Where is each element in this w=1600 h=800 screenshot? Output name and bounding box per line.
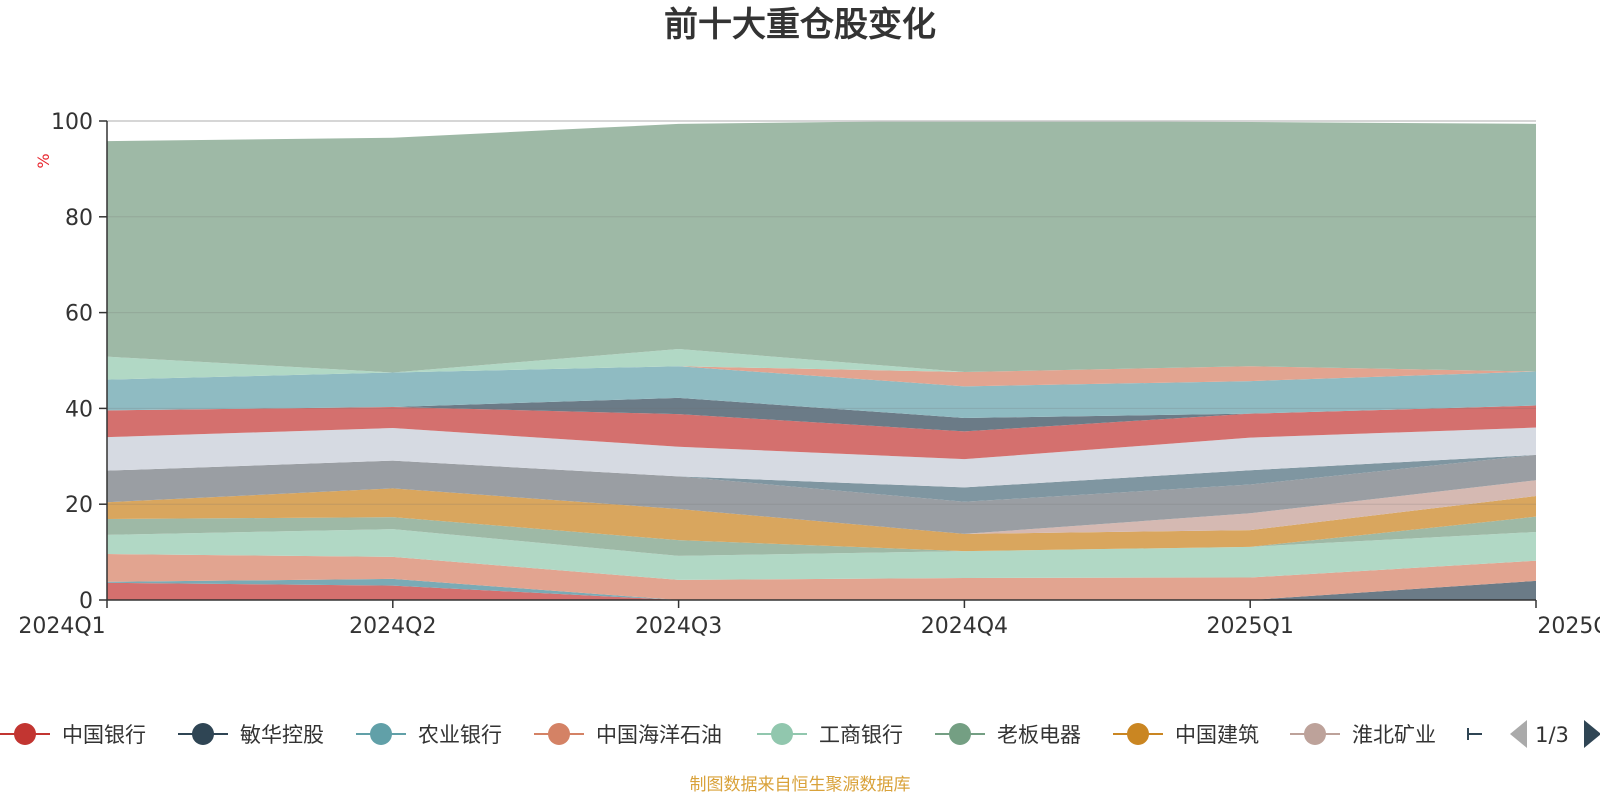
area-series-4: [107, 529, 1536, 580]
area-series-3: [107, 554, 1536, 600]
y-tick-label-0: 0: [79, 589, 93, 614]
area-series-14: [107, 366, 1536, 387]
legend-marker-4[interactable]: [771, 723, 793, 745]
y-tick-label-4: 80: [65, 206, 93, 231]
area-series-5: [107, 516, 1536, 556]
x-tick-label-5: 2025Q2: [1537, 614, 1600, 639]
legend-label-2[interactable]: 农业银行: [418, 723, 502, 747]
legend-label-6[interactable]: 中国建筑: [1175, 723, 1259, 747]
area-series-11: [107, 405, 1536, 460]
legend-label-5[interactable]: 老板电器: [997, 723, 1081, 747]
area-series-8: [107, 454, 1536, 534]
axes: 0 20 40 60 80 100 2024Q1 2024Q2 2024Q3 2024Q4 2025…: [18, 110, 1600, 639]
area-series-6: [107, 488, 1536, 552]
x-tick-label-1: 2024Q2: [349, 614, 436, 639]
area-series-9: [107, 454, 1536, 502]
x-tick-label-0: 2024Q1: [18, 614, 105, 639]
legend-pager: 1/3: [1510, 720, 1600, 748]
area-series-15: [107, 349, 1536, 380]
legend-page-indicator: 1/3: [1535, 723, 1569, 747]
area-series-7: [107, 480, 1536, 534]
legend-marker-2[interactable]: [370, 723, 392, 745]
legend-label-1[interactable]: 敏华控股: [240, 723, 324, 747]
area-series-12: [107, 397, 1536, 432]
area-series-2: [107, 578, 1536, 600]
x-tick-label-3: 2024Q4: [921, 614, 1008, 639]
area-series-10: [107, 427, 1536, 488]
x-tick-label-2: 2024Q3: [635, 614, 722, 639]
x-tick-label-4: 2025Q1: [1207, 614, 1294, 639]
grid-lines: [107, 120, 1536, 505]
legend-marker-6[interactable]: [1127, 723, 1149, 745]
legend-prev-icon[interactable]: [1510, 720, 1527, 748]
y-axis-label: %: [34, 153, 53, 168]
legend-marker-5[interactable]: [949, 723, 971, 745]
legend: 中国银行 敏华控股 农业银行 中国海洋石油 工商银行 老板电器 中国建筑 淮北矿业: [0, 723, 1482, 747]
legend-marker-0[interactable]: [14, 723, 36, 745]
legend-label-0[interactable]: 中国银行: [62, 723, 146, 747]
area-series-16: [107, 120, 1536, 373]
y-tick-label-5: 100: [51, 110, 93, 135]
area-series-13: [107, 366, 1536, 418]
legend-marker-3[interactable]: [548, 723, 570, 745]
legend-marker-7[interactable]: [1304, 723, 1326, 745]
y-tick-label-1: 20: [65, 493, 93, 518]
chart-title: 前十大重仓股变化: [664, 5, 936, 45]
source-note: 制图数据来自恒生聚源数据库: [690, 775, 911, 795]
legend-next-icon[interactable]: [1584, 720, 1600, 748]
y-tick-label-3: 60: [65, 302, 93, 327]
area-series-1: [107, 580, 1536, 600]
legend-label-3[interactable]: 中国海洋石油: [596, 723, 722, 747]
legend-marker-1[interactable]: [192, 723, 214, 745]
y-tick-label-2: 40: [65, 397, 93, 422]
legend-label-7[interactable]: 淮北矿业: [1352, 723, 1436, 747]
legend-label-4[interactable]: 工商银行: [819, 723, 903, 747]
area-series-0: [107, 582, 1536, 600]
area-series-group: [107, 120, 1536, 600]
